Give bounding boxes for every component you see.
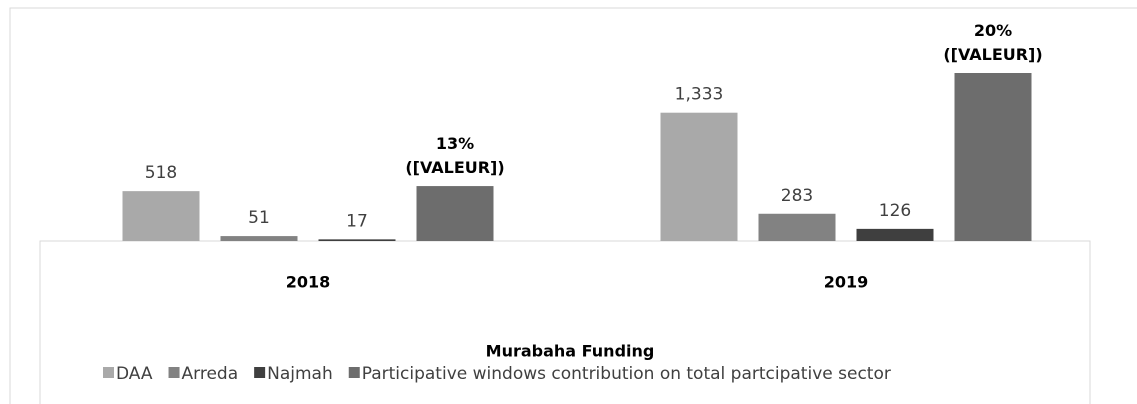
legend-label: DAA bbox=[116, 364, 153, 384]
bar bbox=[660, 112, 738, 241]
axis-box bbox=[39, 240, 1091, 404]
data-label: 283 bbox=[781, 186, 813, 206]
legend-swatch bbox=[168, 367, 180, 378]
bar bbox=[856, 228, 934, 241]
data-label: 1,333 bbox=[675, 85, 724, 105]
x-tick-label: 2018 bbox=[286, 273, 331, 292]
legend-swatch bbox=[348, 367, 360, 378]
data-label: 17 bbox=[346, 211, 368, 231]
legend-label: Najmah bbox=[267, 364, 333, 384]
bar bbox=[758, 213, 836, 241]
bar bbox=[122, 191, 200, 241]
data-label: 13% ([VALEUR]) bbox=[405, 134, 504, 177]
bar bbox=[416, 186, 494, 241]
legend-swatch bbox=[254, 367, 266, 378]
data-label: 20% ([VALEUR]) bbox=[943, 21, 1042, 64]
bar bbox=[318, 239, 396, 241]
data-label: 51 bbox=[248, 208, 270, 228]
chart-title: Murabaha Funding bbox=[486, 342, 655, 361]
chart-frame bbox=[9, 7, 1137, 404]
legend-label: Participative windows contribution on to… bbox=[362, 364, 891, 384]
data-label: 126 bbox=[879, 201, 911, 221]
bar bbox=[954, 73, 1032, 241]
legend-label: Arreda bbox=[182, 364, 239, 384]
x-tick-label: 2019 bbox=[824, 273, 869, 292]
legend-swatch bbox=[103, 367, 114, 378]
bar bbox=[220, 236, 298, 241]
data-label: 518 bbox=[145, 163, 177, 183]
